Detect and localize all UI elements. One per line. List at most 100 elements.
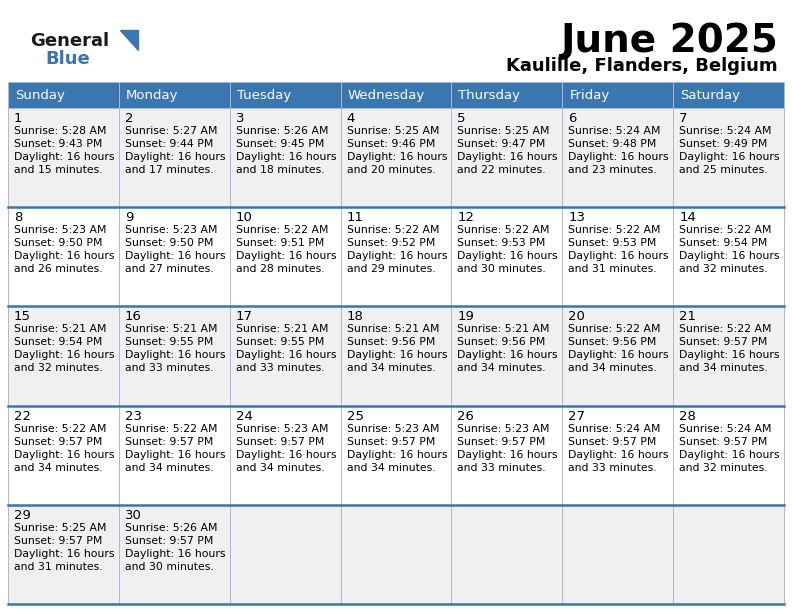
Text: Daylight: 16 hours: Daylight: 16 hours xyxy=(125,351,226,360)
Bar xyxy=(230,406,341,505)
Text: and 28 minutes.: and 28 minutes. xyxy=(236,264,325,274)
Bar xyxy=(8,406,119,505)
Bar xyxy=(119,307,230,406)
Text: Monday: Monday xyxy=(126,89,178,102)
Text: Daylight: 16 hours: Daylight: 16 hours xyxy=(236,251,337,261)
Text: Tuesday: Tuesday xyxy=(237,89,291,102)
Text: 10: 10 xyxy=(236,211,253,224)
Text: Daylight: 16 hours: Daylight: 16 hours xyxy=(125,549,226,559)
Text: and 30 minutes.: and 30 minutes. xyxy=(458,264,546,274)
Text: Sunset: 9:57 PM: Sunset: 9:57 PM xyxy=(680,436,767,447)
Bar xyxy=(341,82,451,108)
Text: Daylight: 16 hours: Daylight: 16 hours xyxy=(236,152,337,162)
Text: Sunset: 9:56 PM: Sunset: 9:56 PM xyxy=(458,337,546,348)
Text: Daylight: 16 hours: Daylight: 16 hours xyxy=(347,450,447,460)
Text: Sunset: 9:47 PM: Sunset: 9:47 PM xyxy=(458,139,546,149)
Text: Sunrise: 5:26 AM: Sunrise: 5:26 AM xyxy=(125,523,217,533)
Bar xyxy=(451,505,562,604)
Text: Daylight: 16 hours: Daylight: 16 hours xyxy=(569,351,668,360)
Text: Sunset: 9:55 PM: Sunset: 9:55 PM xyxy=(125,337,213,348)
Bar xyxy=(230,207,341,307)
Bar xyxy=(119,207,230,307)
Bar xyxy=(341,307,451,406)
Text: Sunrise: 5:22 AM: Sunrise: 5:22 AM xyxy=(125,424,217,433)
Text: Sunset: 9:57 PM: Sunset: 9:57 PM xyxy=(125,436,213,447)
Text: and 34 minutes.: and 34 minutes. xyxy=(14,463,103,472)
Text: Sunset: 9:50 PM: Sunset: 9:50 PM xyxy=(125,238,213,248)
Bar xyxy=(230,82,341,108)
Text: Saturday: Saturday xyxy=(680,89,741,102)
Text: and 18 minutes.: and 18 minutes. xyxy=(236,165,325,175)
Text: Daylight: 16 hours: Daylight: 16 hours xyxy=(14,251,115,261)
Text: Sunset: 9:57 PM: Sunset: 9:57 PM xyxy=(14,536,102,546)
Bar xyxy=(8,505,119,604)
Text: Sunrise: 5:28 AM: Sunrise: 5:28 AM xyxy=(14,126,106,136)
Text: Daylight: 16 hours: Daylight: 16 hours xyxy=(458,450,558,460)
Text: and 33 minutes.: and 33 minutes. xyxy=(458,463,546,472)
Text: and 27 minutes.: and 27 minutes. xyxy=(125,264,214,274)
Text: Sunset: 9:57 PM: Sunset: 9:57 PM xyxy=(569,436,657,447)
Text: and 30 minutes.: and 30 minutes. xyxy=(125,562,214,572)
Text: Sunset: 9:49 PM: Sunset: 9:49 PM xyxy=(680,139,767,149)
Text: Daylight: 16 hours: Daylight: 16 hours xyxy=(236,450,337,460)
Text: Sunrise: 5:24 AM: Sunrise: 5:24 AM xyxy=(569,424,661,433)
Bar xyxy=(562,82,673,108)
Text: and 34 minutes.: and 34 minutes. xyxy=(458,364,546,373)
Text: 6: 6 xyxy=(569,112,577,125)
Text: 18: 18 xyxy=(347,310,364,323)
Text: and 34 minutes.: and 34 minutes. xyxy=(680,364,767,373)
Text: 20: 20 xyxy=(569,310,585,323)
Text: 27: 27 xyxy=(569,409,585,423)
Polygon shape xyxy=(120,30,138,50)
Bar xyxy=(230,505,341,604)
Bar xyxy=(673,82,784,108)
Text: and 33 minutes.: and 33 minutes. xyxy=(569,463,657,472)
Text: Sunset: 9:52 PM: Sunset: 9:52 PM xyxy=(347,238,435,248)
Bar xyxy=(451,108,562,207)
Text: 29: 29 xyxy=(14,509,31,522)
Text: and 33 minutes.: and 33 minutes. xyxy=(236,364,325,373)
Text: Daylight: 16 hours: Daylight: 16 hours xyxy=(680,450,779,460)
Text: and 31 minutes.: and 31 minutes. xyxy=(569,264,657,274)
Text: Daylight: 16 hours: Daylight: 16 hours xyxy=(569,450,668,460)
Text: Daylight: 16 hours: Daylight: 16 hours xyxy=(680,152,779,162)
Text: Daylight: 16 hours: Daylight: 16 hours xyxy=(125,251,226,261)
Text: Sunset: 9:43 PM: Sunset: 9:43 PM xyxy=(14,139,102,149)
Text: Sunset: 9:50 PM: Sunset: 9:50 PM xyxy=(14,238,102,248)
Text: Sunrise: 5:24 AM: Sunrise: 5:24 AM xyxy=(680,126,771,136)
Bar xyxy=(562,505,673,604)
Text: and 31 minutes.: and 31 minutes. xyxy=(14,562,103,572)
Text: 24: 24 xyxy=(236,409,253,423)
Text: 19: 19 xyxy=(458,310,474,323)
Text: and 34 minutes.: and 34 minutes. xyxy=(347,463,435,472)
Bar xyxy=(8,307,119,406)
Bar xyxy=(230,307,341,406)
Text: Sunset: 9:44 PM: Sunset: 9:44 PM xyxy=(125,139,213,149)
Text: Daylight: 16 hours: Daylight: 16 hours xyxy=(14,549,115,559)
Text: 26: 26 xyxy=(458,409,474,423)
Bar xyxy=(341,406,451,505)
Text: 12: 12 xyxy=(458,211,474,224)
Text: Sunrise: 5:24 AM: Sunrise: 5:24 AM xyxy=(680,424,771,433)
Bar xyxy=(8,108,119,207)
Bar xyxy=(451,82,562,108)
Bar xyxy=(451,207,562,307)
Text: Sunrise: 5:22 AM: Sunrise: 5:22 AM xyxy=(680,324,771,334)
Bar xyxy=(230,108,341,207)
Text: Sunset: 9:53 PM: Sunset: 9:53 PM xyxy=(458,238,546,248)
Text: 30: 30 xyxy=(125,509,142,522)
Text: Sunrise: 5:21 AM: Sunrise: 5:21 AM xyxy=(14,324,106,334)
Text: and 32 minutes.: and 32 minutes. xyxy=(680,463,767,472)
Text: Sunday: Sunday xyxy=(15,89,65,102)
Text: 7: 7 xyxy=(680,112,687,125)
Text: 22: 22 xyxy=(14,409,31,423)
Text: and 32 minutes.: and 32 minutes. xyxy=(14,364,103,373)
Text: and 26 minutes.: and 26 minutes. xyxy=(14,264,103,274)
Text: Sunset: 9:57 PM: Sunset: 9:57 PM xyxy=(680,337,767,348)
Text: Daylight: 16 hours: Daylight: 16 hours xyxy=(569,152,668,162)
Text: 15: 15 xyxy=(14,310,31,323)
Text: Sunrise: 5:22 AM: Sunrise: 5:22 AM xyxy=(14,424,106,433)
Text: 14: 14 xyxy=(680,211,696,224)
Text: 2: 2 xyxy=(125,112,133,125)
Text: Sunrise: 5:26 AM: Sunrise: 5:26 AM xyxy=(236,126,328,136)
